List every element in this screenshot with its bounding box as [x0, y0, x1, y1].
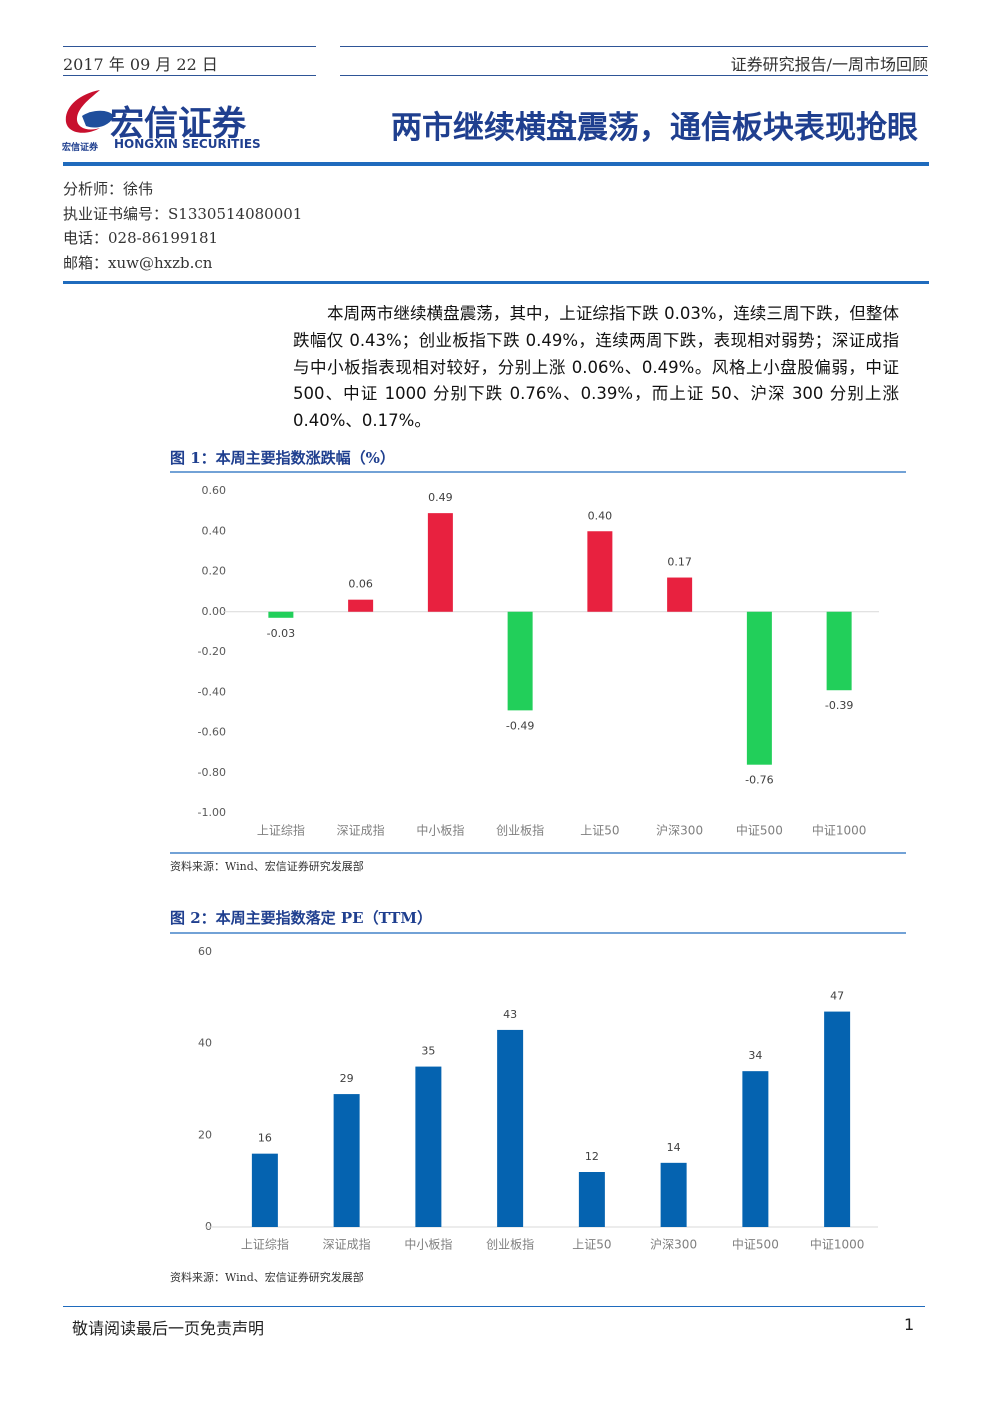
- y-tick-label: -0.20: [198, 645, 226, 658]
- value-label: 16: [258, 1132, 272, 1145]
- chart-title: 图 2：本周主要指数落定 PE（TTM）: [170, 909, 432, 927]
- x-tick-label: 中证500: [732, 1237, 779, 1252]
- rule: [340, 46, 928, 47]
- bar: [824, 1011, 851, 1227]
- y-tick-label: -0.40: [198, 685, 226, 698]
- y-tick-label: 0.60: [202, 484, 227, 497]
- y-tick-label: 40: [198, 1037, 212, 1050]
- x-tick-label: 中证1000: [812, 823, 867, 838]
- value-label: -0.76: [745, 774, 773, 787]
- x-tick-label: 中小板指: [404, 1237, 452, 1252]
- x-tick-label: 上证50: [572, 1238, 611, 1252]
- rule: [340, 75, 928, 76]
- logo-en: HONGXIN SECURITIES: [114, 137, 261, 151]
- value-label: 0.49: [428, 491, 453, 504]
- y-tick-label: 0.00: [202, 605, 227, 618]
- y-tick-label: -0.80: [198, 766, 226, 779]
- bar: [333, 1094, 360, 1227]
- x-tick-label: 创业板指: [496, 823, 544, 838]
- x-tick-label: 上证综指: [257, 823, 305, 838]
- x-tick-label: 中证500: [736, 823, 783, 838]
- y-tick-label: 60: [198, 945, 212, 958]
- rule: [63, 46, 316, 47]
- bar: [268, 611, 294, 618]
- value-label: -0.49: [506, 719, 534, 732]
- logo-cn-small: 宏信证券: [62, 143, 99, 153]
- x-tick-label: 深证成指: [337, 823, 385, 838]
- bar: [742, 1071, 769, 1227]
- bar: [348, 599, 374, 612]
- logo-cn: 宏信证券: [110, 104, 246, 144]
- value-label: 47: [830, 990, 844, 1003]
- y-tick-label: 0.40: [202, 524, 227, 537]
- value-label: 12: [585, 1150, 599, 1163]
- bar: [578, 1172, 605, 1227]
- report-type: 证券研究报告/一周市场回顾: [730, 55, 928, 74]
- bar: [415, 1066, 442, 1227]
- bar: [667, 577, 693, 612]
- logo-mark: [65, 90, 114, 133]
- x-tick-label: 创业板指: [486, 1237, 534, 1252]
- rule: [63, 162, 929, 166]
- rule: [63, 1306, 925, 1307]
- value-label: 35: [421, 1045, 435, 1058]
- y-tick-label: 0.20: [202, 565, 227, 578]
- x-tick-label: 深证成指: [323, 1237, 371, 1252]
- x-tick-label: 沪深300: [650, 1238, 697, 1252]
- x-tick-label: 上证50: [580, 824, 619, 838]
- disclaimer: 敬请阅读最后一页免责声明: [72, 1319, 265, 1338]
- value-label: 0.17: [667, 556, 692, 569]
- bar: [660, 1162, 687, 1227]
- analyst-info: 分析师：徐伟 执业证书编号：S1330514080001 电话：028-8619…: [63, 177, 302, 275]
- bar: [507, 611, 533, 711]
- title: 两市继续横盘震荡，通信板块表现抢眼: [391, 110, 918, 146]
- analyst-line: 电话：028-86199181: [63, 229, 219, 247]
- value-label: 29: [340, 1072, 354, 1085]
- date: 2017 年 09 月 22 日: [63, 55, 218, 74]
- analyst-line: 执业证书编号：S1330514080001: [63, 204, 303, 223]
- rule: [63, 281, 929, 284]
- y-tick-label: 20: [198, 1128, 212, 1141]
- source: 资料来源：Wind、宏信证券研究发展部: [170, 859, 364, 873]
- x-tick-label: 上证综指: [241, 1237, 289, 1252]
- chart-title: 图 1：本周主要指数涨跌幅（%）: [170, 449, 395, 467]
- x-tick-label: 中证1000: [810, 1237, 865, 1252]
- value-label: -0.39: [825, 699, 853, 712]
- analyst-line: 邮箱：xuw@hxzb.cn: [63, 253, 213, 272]
- rule: [63, 75, 316, 76]
- x-tick-label: 沪深300: [656, 824, 703, 838]
- x-tick-label: 中小板指: [416, 823, 464, 838]
- bar: [826, 611, 852, 691]
- value-label: 34: [748, 1049, 762, 1062]
- source: 资料来源：Wind、宏信证券研究发展部: [170, 1270, 364, 1284]
- summary: 本周两市继续横盘震荡，其中，上证综指下跌 0.03%，连续三周下跌，但整体跌幅仅…: [293, 304, 899, 431]
- bar: [587, 531, 613, 612]
- analyst-line: 分析师：徐伟: [63, 180, 154, 198]
- bar: [427, 513, 453, 612]
- bar: [746, 611, 772, 765]
- value-label: 14: [667, 1141, 681, 1154]
- bar: [497, 1029, 524, 1227]
- value-label: 0.06: [348, 578, 373, 591]
- value-label: -0.03: [267, 627, 295, 640]
- value-label: 0.40: [588, 509, 613, 522]
- bar: [251, 1153, 278, 1227]
- y-tick-label: -0.60: [198, 726, 226, 739]
- value-label: 43: [503, 1008, 517, 1021]
- page-number: 1: [904, 1315, 915, 1334]
- y-tick-label: -1.00: [198, 806, 226, 819]
